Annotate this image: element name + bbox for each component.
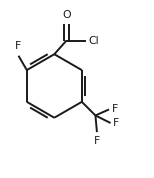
Text: O: O bbox=[62, 10, 71, 20]
Text: F: F bbox=[112, 104, 118, 114]
Text: F: F bbox=[113, 118, 120, 128]
Text: F: F bbox=[94, 136, 100, 146]
Text: F: F bbox=[15, 41, 22, 51]
Text: Cl: Cl bbox=[88, 36, 99, 46]
